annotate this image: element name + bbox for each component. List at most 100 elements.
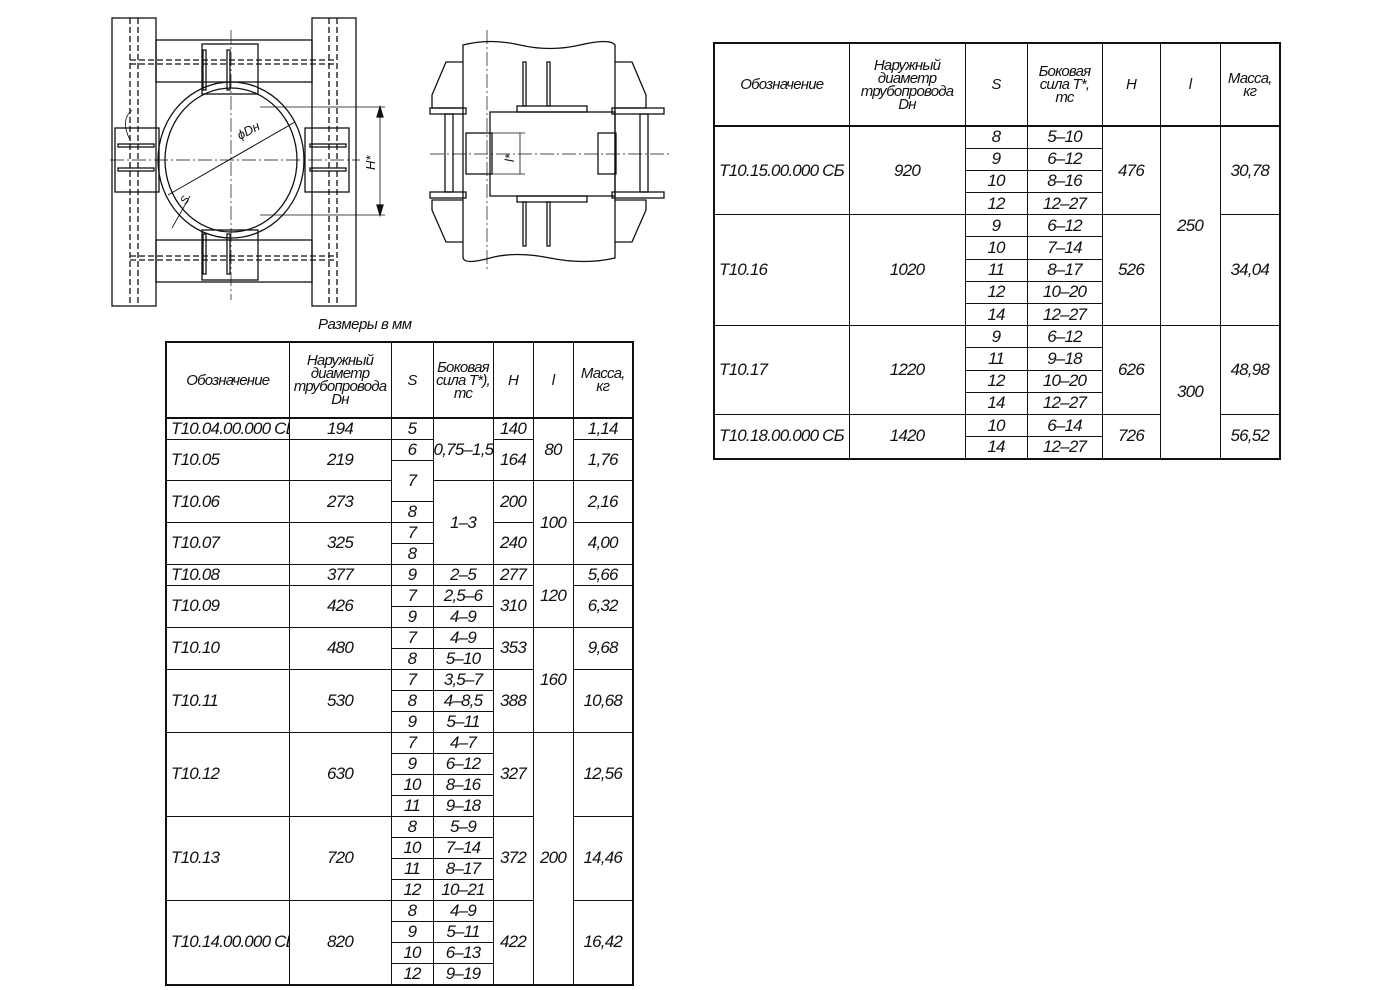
column-header-diameter: Наружный диаметр трубопровода Dн xyxy=(848,42,966,127)
cell-mass: 30,78 xyxy=(1219,125,1281,216)
header-text: H xyxy=(507,371,519,389)
column-header-l: l xyxy=(1159,42,1221,127)
table-row: Т10.13 720 8 5–9 372 14,46 xyxy=(165,815,634,901)
cell-s: 7 xyxy=(390,460,434,502)
table-row: 8 4–8,5 xyxy=(166,689,633,712)
cell-force: 5–10 xyxy=(1026,125,1103,149)
table-row: Т10.07 325 7 240 4,00 xyxy=(165,521,634,565)
cell-l: 250 xyxy=(1159,125,1221,327)
header-subtext: тс xyxy=(1055,89,1074,106)
height-label: H* xyxy=(363,155,378,170)
cell-force: 6–12 xyxy=(1026,147,1103,171)
cell-h: 726 xyxy=(1101,413,1161,460)
cell-s: 14 xyxy=(964,302,1028,327)
cell-designation: Т10.17 xyxy=(713,325,850,415)
cell-mass: 16,42 xyxy=(572,899,634,986)
cell-s: 5 xyxy=(390,417,434,440)
cell-s: 10 xyxy=(390,773,434,796)
table-row: Т10.16 1020 9 6–12 526 34,04 xyxy=(713,214,1281,327)
cell-force: 8–16 xyxy=(432,773,494,796)
header-text: Масса, кг xyxy=(1227,69,1273,100)
header-text: Боковая сила T*, xyxy=(1038,63,1092,93)
cell-force: 8–16 xyxy=(1026,169,1103,194)
cell-s: 9 xyxy=(390,920,434,943)
cell-s: 14 xyxy=(964,391,1028,415)
cell-mass: 1,14 xyxy=(572,417,634,440)
cell-h: 372 xyxy=(492,815,534,901)
table-row: 10 8–16 xyxy=(166,773,633,796)
diameter-label: ϕDн xyxy=(234,118,262,142)
cell-h: 200 xyxy=(492,480,534,523)
cell-force: 1–3 xyxy=(432,480,494,565)
column-header-mass: Масса, кг xyxy=(1219,42,1281,127)
header-text: Наружный диаметр трубопровода xyxy=(293,352,387,395)
cell-l: 200 xyxy=(532,731,574,986)
cell-diameter: 273 xyxy=(288,480,392,523)
cell-mass: 4,00 xyxy=(572,521,634,565)
header-text: H xyxy=(1125,76,1137,93)
cell-force: 5–11 xyxy=(432,920,494,943)
cell-s: 10 xyxy=(390,836,434,859)
cell-designation: Т10.08 xyxy=(165,563,290,586)
table-row: 14 12–27 xyxy=(714,302,1280,327)
cell-force: 6–12 xyxy=(1026,214,1103,238)
cell-diameter: 820 xyxy=(288,899,392,986)
table-row: 11 8–17 xyxy=(714,258,1280,282)
header-text: Масса, кг xyxy=(580,365,626,395)
cell-h: 388 xyxy=(492,668,534,733)
cell-l: 80 xyxy=(532,417,574,482)
cell-force: 6–14 xyxy=(1026,413,1103,438)
cell-s: 11 xyxy=(964,258,1028,282)
cell-diameter: 219 xyxy=(288,438,392,482)
cell-h: 626 xyxy=(1101,325,1161,415)
cell-s: 11 xyxy=(390,857,434,880)
cell-s: 12 xyxy=(390,962,434,986)
column-header-s: S xyxy=(390,341,434,419)
cell-h: 164 xyxy=(492,438,534,482)
cell-diameter: 720 xyxy=(288,815,392,901)
table-row: 14 12–27 xyxy=(714,436,1280,460)
cell-force: 4–8,5 xyxy=(432,689,494,712)
table-row: 12 9–19 xyxy=(166,962,633,986)
cell-force: 2,5–6 xyxy=(432,584,494,607)
cell-s: 12 xyxy=(964,192,1028,216)
cell-mass: 2,16 xyxy=(572,480,634,523)
cell-diameter: 480 xyxy=(288,626,392,670)
cell-designation: Т10.16 xyxy=(713,214,850,327)
cell-h: 422 xyxy=(492,899,534,986)
cell-force: 4–9 xyxy=(432,899,494,922)
cell-s: 9 xyxy=(390,752,434,775)
cell-force: 4–9 xyxy=(432,605,494,628)
support-drawings: ϕDн H* l* S xyxy=(110,17,670,307)
cell-mass: 6,32 xyxy=(572,584,634,628)
cell-s: 9 xyxy=(390,605,434,628)
cell-s: 6 xyxy=(390,439,434,461)
cell-mass: 9,68 xyxy=(572,626,634,670)
cell-s: 7 xyxy=(390,521,434,544)
column-header-force: Боковая сила T*), тс xyxy=(432,341,494,419)
cell-l: 300 xyxy=(1159,325,1221,460)
table-row: Т10.08 377 9 2–5 277 120 5,66 xyxy=(165,563,634,628)
cell-s: 12 xyxy=(964,369,1028,393)
column-header-l: l xyxy=(532,341,574,419)
cell-diameter: 325 xyxy=(288,521,392,565)
cell-diameter: 377 xyxy=(288,563,392,586)
length-label: l* xyxy=(502,153,517,162)
table-row: 11 8–17 xyxy=(166,857,633,880)
cell-force: 10–20 xyxy=(1026,369,1103,393)
column-header-designation: Обозначение xyxy=(165,341,290,419)
cell-diameter: 1220 xyxy=(848,325,966,415)
cell-designation: Т10.04.00.000 СБ xyxy=(165,417,290,440)
table-row: 8 5–10 xyxy=(166,647,633,670)
table-row: 12 10–20 xyxy=(714,280,1280,305)
table-row: Т10.17 1220 9 6–12 626 300 48,98 xyxy=(713,325,1281,460)
table-row: 11 9–18 xyxy=(714,347,1280,371)
cell-designation: Т10.10 xyxy=(165,626,290,670)
cell-designation: Т10.09 xyxy=(165,584,290,628)
cell-force: 10–20 xyxy=(1026,280,1103,305)
cell-h: 353 xyxy=(492,626,534,670)
cell-s: 8 xyxy=(390,689,434,712)
cell-s: 8 xyxy=(390,899,434,922)
cell-diameter: 1420 xyxy=(848,413,966,460)
cell-h: 476 xyxy=(1101,125,1161,216)
